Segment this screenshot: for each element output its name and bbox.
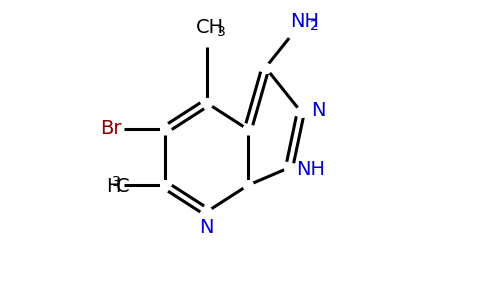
Text: N: N <box>311 101 326 120</box>
Text: NH: NH <box>297 160 325 178</box>
Text: 2: 2 <box>310 19 318 33</box>
Text: NH: NH <box>290 12 319 31</box>
Text: 3: 3 <box>112 175 121 189</box>
Text: Br: Br <box>100 119 121 138</box>
Text: C: C <box>116 177 130 196</box>
Text: H: H <box>106 177 121 196</box>
Text: 3: 3 <box>217 25 226 39</box>
Text: CH: CH <box>197 18 225 37</box>
Text: N: N <box>199 218 214 237</box>
